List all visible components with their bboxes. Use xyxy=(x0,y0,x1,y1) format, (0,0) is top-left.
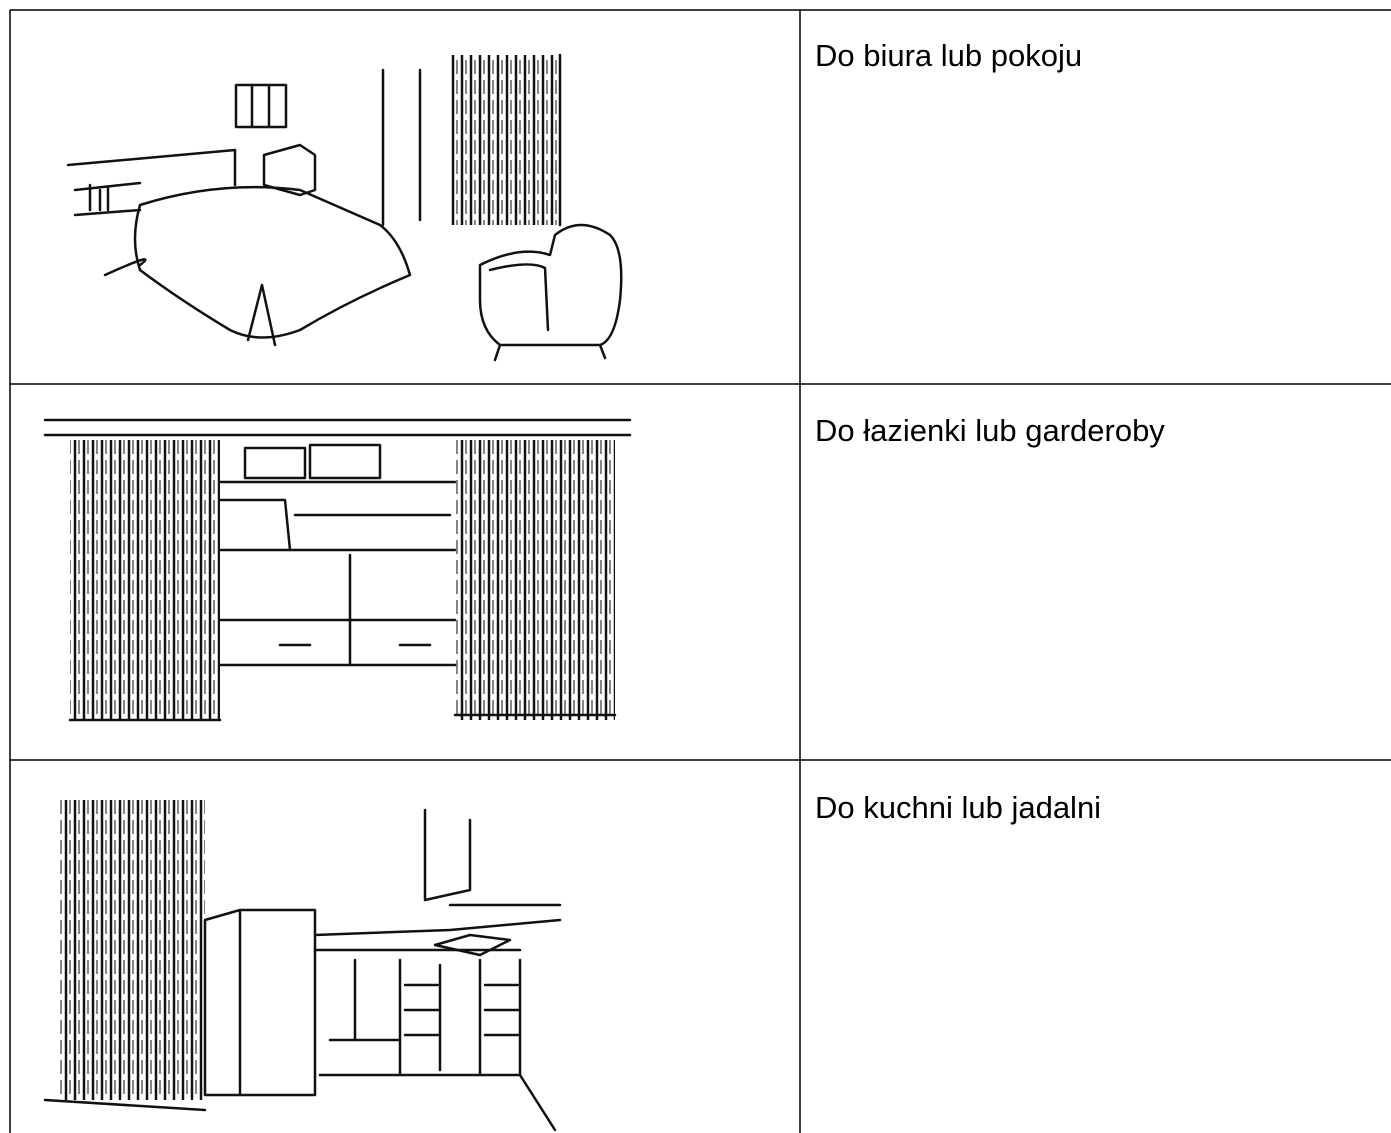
cell-text: Do kuchni lub jadalni xyxy=(815,790,1102,825)
table-grid xyxy=(9,9,1391,1133)
kitchen-illustration xyxy=(43,800,562,1132)
bedroom-illustration xyxy=(66,53,623,362)
wardrobe-illustration xyxy=(43,418,632,722)
cell-text: Do łazienki lub garderoby xyxy=(815,413,1165,448)
cell-text: Do biura lub pokoju xyxy=(815,38,1083,73)
